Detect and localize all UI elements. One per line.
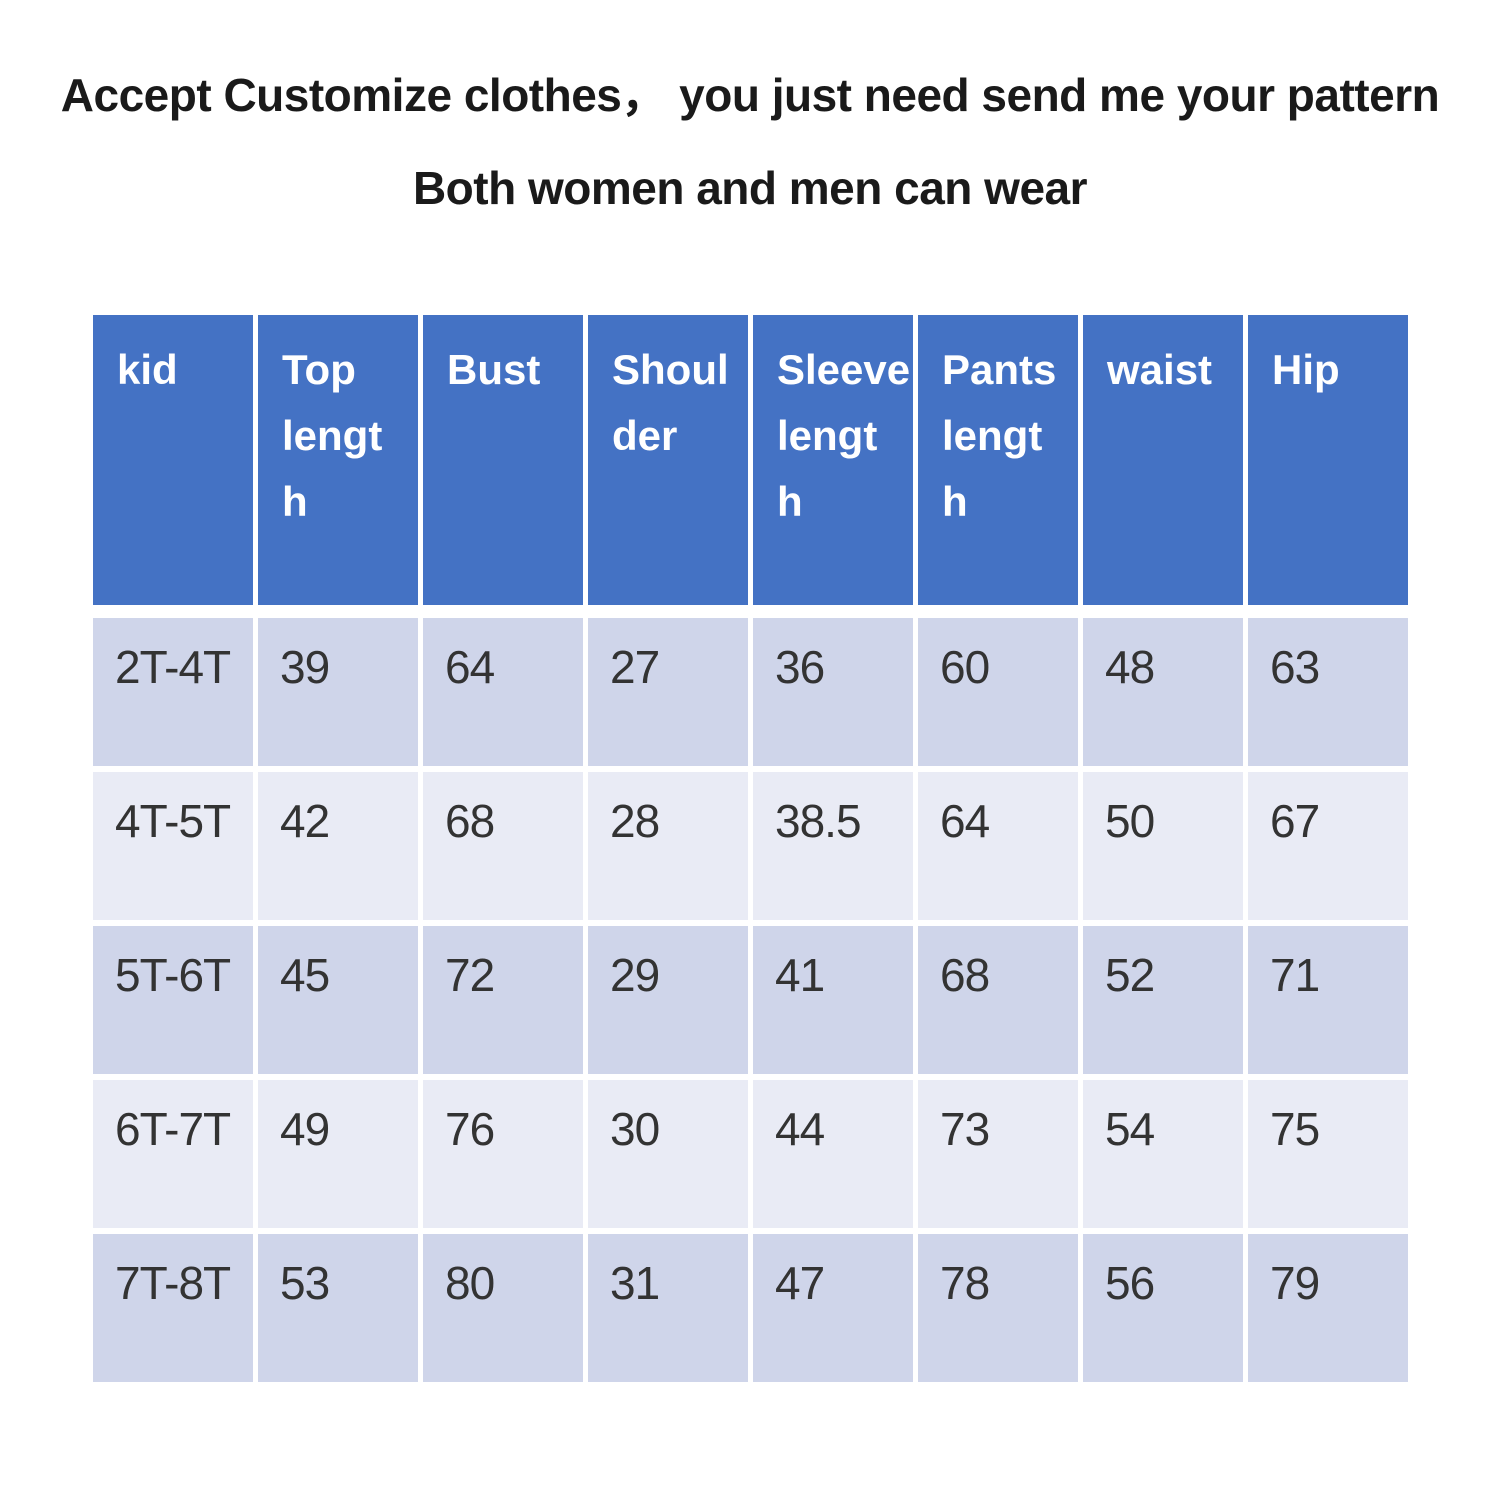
table-row: 2T-4T 39 64 27 36 60 48 63 bbox=[93, 618, 1408, 766]
table-cell: 79 bbox=[1248, 1234, 1408, 1382]
table-row: 6T-7T 49 76 30 44 73 54 75 bbox=[93, 1080, 1408, 1228]
table-cell: 68 bbox=[918, 926, 1078, 1074]
table-cell: 28 bbox=[588, 772, 748, 920]
table-cell: 72 bbox=[423, 926, 583, 1074]
table-cell: 36 bbox=[753, 618, 913, 766]
column-header: Pants lengt h bbox=[918, 315, 1078, 605]
table-cell: 52 bbox=[1083, 926, 1243, 1074]
table-cell: 67 bbox=[1248, 772, 1408, 920]
table-body: 2T-4T 39 64 27 36 60 48 63 4T-5T 42 68 28 38.5 64 50 67… bbox=[93, 618, 1408, 1382]
table-cell: 38.5 bbox=[753, 772, 913, 920]
table-cell: 48 bbox=[1083, 618, 1243, 766]
column-header: Top lengt h bbox=[258, 315, 418, 605]
table-cell: 56 bbox=[1083, 1234, 1243, 1382]
table-cell: 76 bbox=[423, 1080, 583, 1228]
column-header: Bust bbox=[423, 315, 583, 605]
table-cell: 50 bbox=[1083, 772, 1243, 920]
table-cell: 53 bbox=[258, 1234, 418, 1382]
table-cell: 75 bbox=[1248, 1080, 1408, 1228]
table-cell: 42 bbox=[258, 772, 418, 920]
row-label-cell: 4T-5T bbox=[93, 772, 253, 920]
table-cell: 78 bbox=[918, 1234, 1078, 1382]
table-cell: 71 bbox=[1248, 926, 1408, 1074]
table-row: 7T-8T 53 80 31 47 78 56 79 bbox=[93, 1234, 1408, 1382]
title-line-2: Both women and men can wear bbox=[412, 162, 1088, 214]
title-line-1: Accept Customize clothes， you just need … bbox=[60, 69, 1440, 121]
table-cell: 80 bbox=[423, 1234, 583, 1382]
table-cell: 29 bbox=[588, 926, 748, 1074]
column-header: Sleeve lengt h bbox=[753, 315, 913, 605]
column-header: Hip bbox=[1248, 315, 1408, 605]
row-label-cell: 6T-7T bbox=[93, 1080, 253, 1228]
page-title: Accept Customize clothes， you just need … bbox=[0, 68, 1500, 216]
table-cell: 30 bbox=[588, 1080, 748, 1228]
column-header: kid bbox=[93, 315, 253, 605]
table-cell: 64 bbox=[423, 618, 583, 766]
table-cell: 47 bbox=[753, 1234, 913, 1382]
table-cell: 49 bbox=[258, 1080, 418, 1228]
table-header-row: kid Top lengt h Bust Shoul der Sleeve lengt … bbox=[93, 315, 1408, 605]
table-row: 4T-5T 42 68 28 38.5 64 50 67 bbox=[93, 772, 1408, 920]
column-header: waist bbox=[1083, 315, 1243, 605]
column-header: Shoul der bbox=[588, 315, 748, 605]
table-cell: 31 bbox=[588, 1234, 748, 1382]
table-cell: 60 bbox=[918, 618, 1078, 766]
table-cell: 64 bbox=[918, 772, 1078, 920]
table-cell: 73 bbox=[918, 1080, 1078, 1228]
table-cell: 54 bbox=[1083, 1080, 1243, 1228]
size-chart-table: kid Top lengt h Bust Shoul der Sleeve lengt … bbox=[93, 315, 1408, 1388]
table-cell: 68 bbox=[423, 772, 583, 920]
table-cell: 39 bbox=[258, 618, 418, 766]
table-cell: 27 bbox=[588, 618, 748, 766]
table-cell: 45 bbox=[258, 926, 418, 1074]
table-row: 5T-6T 45 72 29 41 68 52 71 bbox=[93, 926, 1408, 1074]
table-cell: 41 bbox=[753, 926, 913, 1074]
row-label-cell: 2T-4T bbox=[93, 618, 253, 766]
table-cell: 44 bbox=[753, 1080, 913, 1228]
row-label-cell: 7T-8T bbox=[93, 1234, 253, 1382]
table-cell: 63 bbox=[1248, 618, 1408, 766]
row-label-cell: 5T-6T bbox=[93, 926, 253, 1074]
